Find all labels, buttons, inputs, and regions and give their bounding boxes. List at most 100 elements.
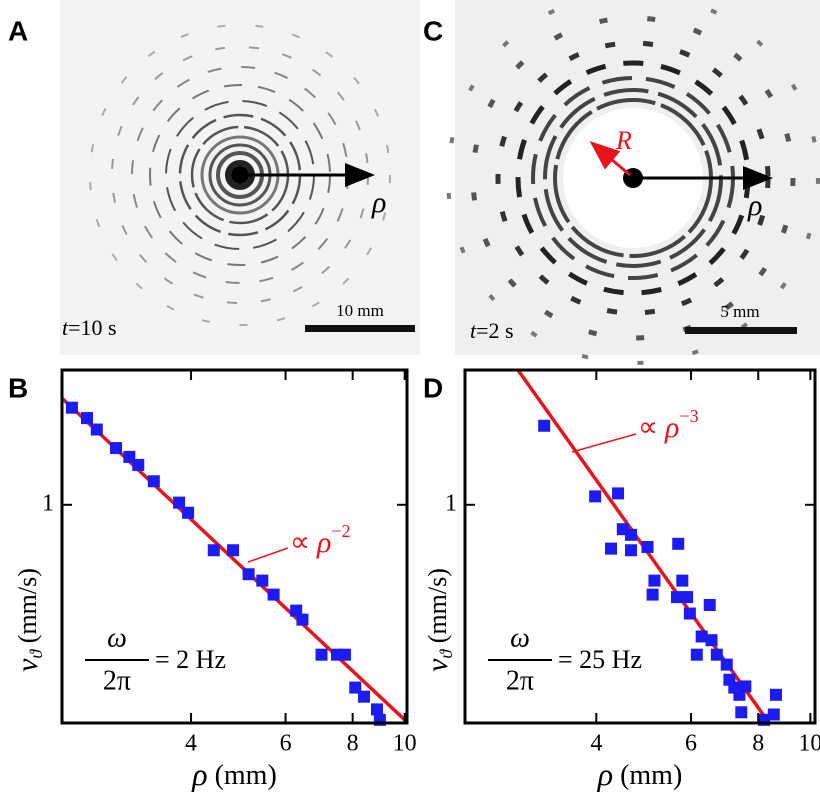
x-tick-label: 10	[393, 731, 417, 757]
y-tick-label: 1	[445, 490, 457, 516]
marker	[710, 648, 723, 661]
marker	[296, 613, 309, 626]
x-tick-label: 10	[798, 731, 820, 757]
marker	[705, 634, 718, 647]
plot-frame	[60, 368, 409, 725]
freq-value: = 2 Hz	[155, 645, 226, 674]
x-tick-label: 4	[590, 731, 602, 757]
marker	[646, 588, 659, 601]
y-axis-unit: (mm/s)	[423, 568, 452, 650]
annotation-exponent: −2	[331, 521, 350, 541]
marker	[349, 681, 362, 694]
panel-label: C	[423, 15, 443, 46]
freq-denominator: 2π	[506, 665, 534, 696]
time-var: t	[62, 315, 69, 340]
y-axis-label: vϑ (mm/s)	[421, 568, 456, 672]
marker	[90, 423, 103, 436]
marker	[683, 607, 696, 620]
photo-a	[60, 0, 420, 355]
marker	[690, 648, 703, 661]
time-label: t=2 s	[470, 318, 514, 343]
marker	[648, 574, 661, 587]
marker	[242, 568, 255, 581]
marker	[767, 708, 780, 721]
marker	[612, 487, 625, 500]
y-tick-label: 1	[42, 490, 54, 516]
y-axis-label: vϑ (mm/s)	[11, 568, 46, 672]
marker	[182, 506, 195, 519]
annotation-exponent: −3	[679, 406, 698, 426]
freq-numerator: ω	[107, 622, 127, 653]
annotation: ∝ ρ−3	[638, 406, 699, 444]
time-label: t=10 s	[62, 315, 117, 340]
marker	[624, 528, 637, 541]
y-axis-sub: ϑ	[436, 649, 456, 659]
annotation-prefix: ∝	[290, 527, 317, 558]
marker	[80, 412, 93, 425]
marker	[589, 490, 602, 503]
x-axis-symbol: ρ	[191, 756, 207, 792]
marker	[769, 688, 782, 701]
marker	[670, 591, 683, 604]
x-axis-label: ρ (mm)	[597, 756, 683, 792]
x-axis-unit: (mm)	[613, 760, 682, 791]
marker	[739, 680, 752, 693]
annotation-leader	[571, 433, 637, 453]
x-axis-symbol: ρ	[597, 756, 613, 792]
time-var: t	[470, 318, 477, 343]
marker	[681, 591, 694, 604]
marker	[370, 703, 383, 716]
x-tick-label: 4	[185, 731, 197, 757]
x-axis-unit: (mm)	[208, 760, 277, 791]
marker	[695, 630, 708, 643]
plot-frame	[463, 368, 817, 725]
annotation: ∝ ρ−2	[290, 521, 351, 559]
x-tick-label: 8	[752, 731, 764, 757]
y-axis-symbol: v	[11, 658, 44, 672]
marker	[65, 401, 78, 414]
x-tick-label: 6	[685, 731, 697, 757]
scale-bar-label: 5 mm	[720, 302, 759, 321]
freq-value: = 25 Hz	[558, 645, 642, 674]
marker	[315, 648, 328, 661]
annotation-symbol: ρ	[316, 526, 331, 559]
photo-c	[446, 0, 820, 365]
x-tick-label: 6	[280, 731, 292, 757]
annotation-prefix: ∝	[638, 412, 665, 443]
radius-label: R	[615, 126, 632, 155]
panel-label: A	[8, 15, 28, 46]
panel-label: B	[8, 372, 28, 403]
arrow-label: ρ	[747, 189, 762, 222]
y-axis-sub: ϑ	[26, 649, 46, 659]
marker	[358, 690, 371, 703]
freq-denominator: 2π	[103, 665, 131, 696]
marker	[641, 540, 654, 553]
marker	[207, 544, 220, 557]
marker	[110, 442, 123, 455]
marker	[605, 542, 618, 555]
marker	[735, 706, 748, 719]
annotation-leader	[247, 547, 289, 563]
marker	[703, 599, 716, 612]
marker	[672, 537, 685, 550]
marker	[227, 544, 240, 557]
arrow-label: ρ	[371, 186, 386, 219]
time-rest: =10 s	[68, 315, 116, 340]
time-rest: =2 s	[476, 318, 513, 343]
marker	[147, 475, 160, 488]
scale-bar-label: 10 mm	[336, 301, 384, 320]
x-tick-label: 8	[347, 731, 359, 757]
marker	[132, 458, 145, 471]
freq-numerator: ω	[510, 622, 530, 653]
marker	[173, 496, 186, 509]
marker	[720, 658, 733, 671]
marker	[256, 574, 269, 587]
marker	[538, 419, 551, 432]
marker	[676, 574, 689, 587]
panel-label: D	[423, 372, 443, 403]
annotation-symbol: ρ	[664, 411, 679, 444]
marker	[338, 648, 351, 661]
marker	[624, 544, 637, 557]
x-axis-label: ρ (mm)	[191, 756, 277, 792]
